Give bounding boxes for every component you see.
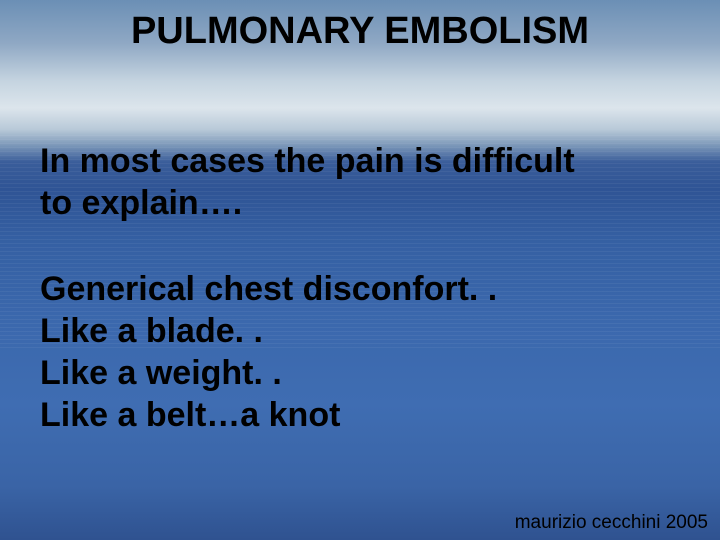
body-line-4: Like a belt…a knot	[40, 394, 680, 436]
slide: PULMONARY EMBOLISM In most cases the pai…	[0, 0, 720, 540]
body-line-2: Like a blade. .	[40, 310, 680, 352]
body-line-1: Generical chest disconfort. .	[40, 268, 680, 310]
paragraph-2: Generical chest disconfort. . Like a bla…	[40, 268, 680, 436]
paragraph-1: In most cases the pain is difficult to e…	[40, 140, 680, 224]
body-line-3: Like a weight. .	[40, 352, 680, 394]
slide-title: PULMONARY EMBOLISM	[0, 10, 720, 53]
slide-footer: maurizio cecchini 2005	[515, 512, 708, 534]
paragraph-1-line-2: to explain….	[40, 182, 680, 224]
slide-body: In most cases the pain is difficult to e…	[40, 140, 680, 436]
paragraph-1-line-1: In most cases the pain is difficult	[40, 140, 680, 182]
